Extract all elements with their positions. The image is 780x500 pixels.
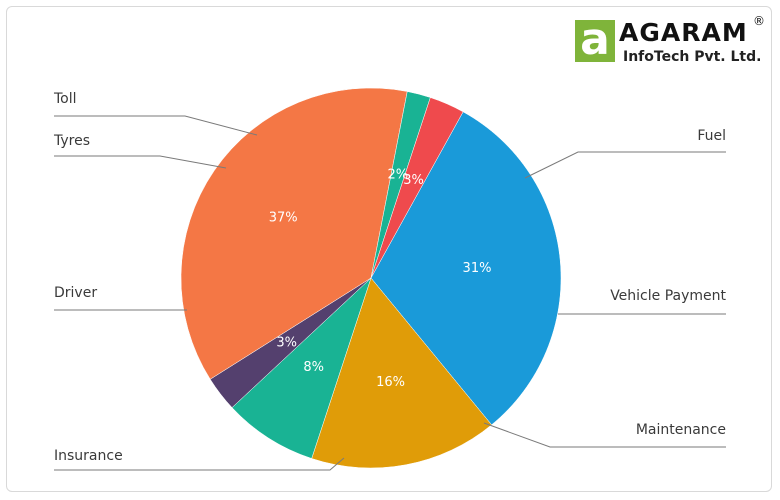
percent-label: 3% xyxy=(403,173,424,188)
category-label: Maintenance xyxy=(636,422,726,438)
percent-label: 2% xyxy=(387,168,408,183)
pie-slice-maintenance xyxy=(231,277,372,459)
percent-label: 8% xyxy=(303,360,324,375)
percent-label: 37% xyxy=(269,210,298,225)
logo-subtitle: InfoTech Pvt. Ltd. xyxy=(623,49,762,65)
category-label: Insurance xyxy=(54,448,123,464)
percent-label: 3% xyxy=(276,335,297,350)
category-label: Fuel xyxy=(697,128,726,144)
leader-line xyxy=(54,457,345,471)
leader-line xyxy=(54,115,258,136)
category-label: Tyres xyxy=(53,133,90,149)
leader-line xyxy=(483,422,726,448)
leader-line xyxy=(54,155,227,169)
registered-mark: ® xyxy=(753,14,765,28)
category-label: Driver xyxy=(54,285,97,301)
category-label: Vehicle Payment xyxy=(610,288,726,304)
logo-name: AGARAM xyxy=(619,18,748,47)
pie-slice-vehicle-payment xyxy=(311,277,492,469)
percent-label: 16% xyxy=(376,375,405,390)
percent-label: 31% xyxy=(463,261,492,276)
pie-slice-toll xyxy=(370,97,464,279)
logo-mark-icon: a xyxy=(575,14,615,65)
pie-slice-driver xyxy=(180,87,408,380)
category-label: Toll xyxy=(53,91,77,107)
leader-line xyxy=(524,151,726,179)
company-logo: a AGARAM ® InfoTech Pvt. Ltd. xyxy=(575,14,765,70)
pie-slice-fuel xyxy=(370,111,562,426)
